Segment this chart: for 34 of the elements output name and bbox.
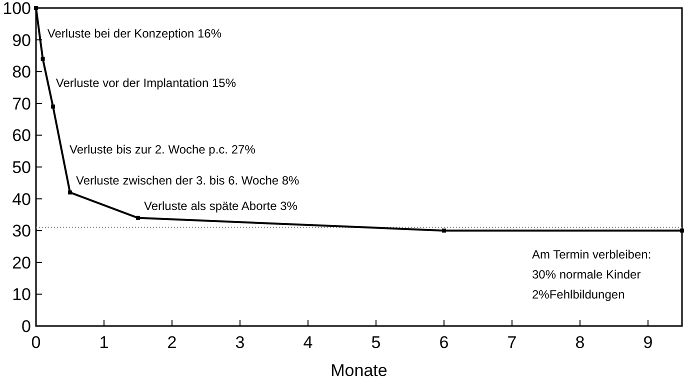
y-tick-label: 100 xyxy=(2,0,31,18)
annotation: Verluste bei der Konzeption 16% xyxy=(47,26,222,41)
x-tick-label: 4 xyxy=(303,333,313,352)
annotation: Verluste bis zur 2. Woche p.c. 27% xyxy=(70,142,256,157)
y-tick-label: 60 xyxy=(12,126,31,146)
x-axis-title: Monate xyxy=(330,361,388,380)
point xyxy=(40,56,45,61)
x-tick-label: 5 xyxy=(371,333,381,352)
annotation: Verluste zwischen der 3. bis 6. Woche 8% xyxy=(76,173,300,188)
y-tick-label: 80 xyxy=(12,62,31,82)
y-tick-label: 40 xyxy=(12,190,31,209)
y-tick-label: 30 xyxy=(12,222,31,241)
annotation: Am Termin verbleiben: 30% normale Kinder 2%Fehlbildungen xyxy=(532,247,652,302)
x-tick-label: 7 xyxy=(507,333,517,352)
x-tick-label: 9 xyxy=(643,333,653,352)
point xyxy=(51,104,55,109)
y-tick-label: 70 xyxy=(12,94,31,114)
y-tick-label: 90 xyxy=(12,30,31,50)
y-tick-label: 20 xyxy=(12,253,31,272)
y-tick-label: 0 xyxy=(22,316,31,336)
annotation: Verluste als späte Aborte 3% xyxy=(144,198,298,213)
annotation: Verluste vor der Implantation 15% xyxy=(56,76,236,90)
point xyxy=(442,228,446,233)
x-tick-label: 8 xyxy=(575,333,585,352)
x-tick-label: 3 xyxy=(235,333,245,352)
point xyxy=(136,216,140,220)
y-tick-label: 50 xyxy=(12,158,31,177)
y-tick-label: 10 xyxy=(12,285,31,304)
point xyxy=(34,6,38,10)
point xyxy=(680,228,684,233)
x-tick-label: 6 xyxy=(439,333,449,352)
x-tick-label: 1 xyxy=(99,333,109,352)
x-tick-label: 2 xyxy=(167,333,177,352)
point xyxy=(68,190,72,194)
